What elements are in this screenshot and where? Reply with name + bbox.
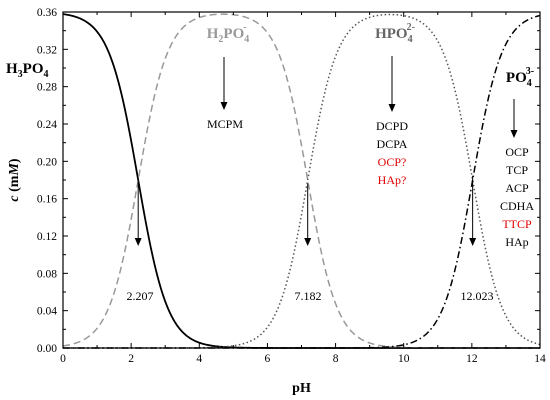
phase-label-po4: TTCP — [502, 217, 532, 231]
species-label-hpo4: HPO42- — [375, 22, 415, 45]
x-tick-label: 12 — [466, 353, 478, 365]
x-tick-label: 8 — [333, 353, 339, 365]
y-tick-label: 0.16 — [37, 194, 57, 206]
phase-label-po4: TCP — [506, 163, 528, 177]
y-tick-label: 0.32 — [37, 44, 57, 56]
species-label-h3po4: H3PO4 — [6, 61, 49, 80]
phase-label-po4: ACP — [505, 181, 529, 195]
arrow-h2po4-head — [220, 102, 228, 110]
phase-label-po4: HAp — [505, 235, 528, 249]
y-tick-label: 0.12 — [37, 231, 57, 243]
pka-arrow-1-head — [304, 238, 312, 246]
pka-label: 12.023 — [461, 289, 494, 303]
y-tick-label: 0.04 — [37, 306, 57, 318]
x-tick-label: 10 — [398, 353, 410, 365]
y-axis-title: c (mM) — [7, 158, 22, 202]
y-tick-label: 0.00 — [37, 343, 57, 355]
arrows-layer — [134, 56, 518, 246]
y-tick-label: 0.20 — [37, 156, 57, 168]
arrow-hpo4-head — [388, 104, 396, 112]
y-tick-label: 0.08 — [37, 268, 57, 280]
y-tick-label: 0.28 — [37, 82, 57, 94]
species-label-po4: PO43- — [506, 66, 534, 89]
x-tick-label: 6 — [265, 353, 271, 365]
labels-layer: H3PO4 H2PO4- HPO42- PO43- MCPM DCPD DCPA OCP? HA… — [6, 22, 534, 303]
phase-label-h2po4: MCPM — [207, 117, 243, 131]
x-axis-title: pH — [292, 381, 311, 396]
phase-label-hpo4: DCPD — [376, 119, 408, 133]
phase-label-hpo4: HAp? — [378, 173, 407, 187]
phase-label-po4: OCP — [505, 145, 529, 159]
series-line-HPO42- — [63, 13, 541, 349]
pka-label: 7.182 — [295, 289, 322, 303]
y-tick-label: 0.24 — [37, 119, 57, 131]
pka-arrow-0-head — [134, 238, 142, 246]
x-tick-label: 4 — [196, 353, 202, 365]
x-tick-label: 0 — [60, 353, 66, 365]
species-label-h2po4: H2PO4- — [207, 22, 250, 45]
phase-label-hpo4: DCPA — [377, 137, 408, 151]
arrow-po4-head — [510, 130, 518, 138]
phase-label-po4: CDHA — [500, 199, 534, 213]
x-tick-label: 2 — [128, 353, 134, 365]
pka-arrow-2-head — [469, 238, 477, 246]
phase-label-hpo4: OCP? — [378, 155, 407, 169]
axes-layer: 0 2 4 6 8 10 12 14 0.00 0.04 0.08 0.12 0.16 0.20 0.24 0… — [7, 7, 546, 396]
pka-label: 2.207 — [127, 289, 154, 303]
y-tick-label: 0.36 — [37, 7, 57, 19]
x-tick-label: 14 — [534, 353, 546, 365]
